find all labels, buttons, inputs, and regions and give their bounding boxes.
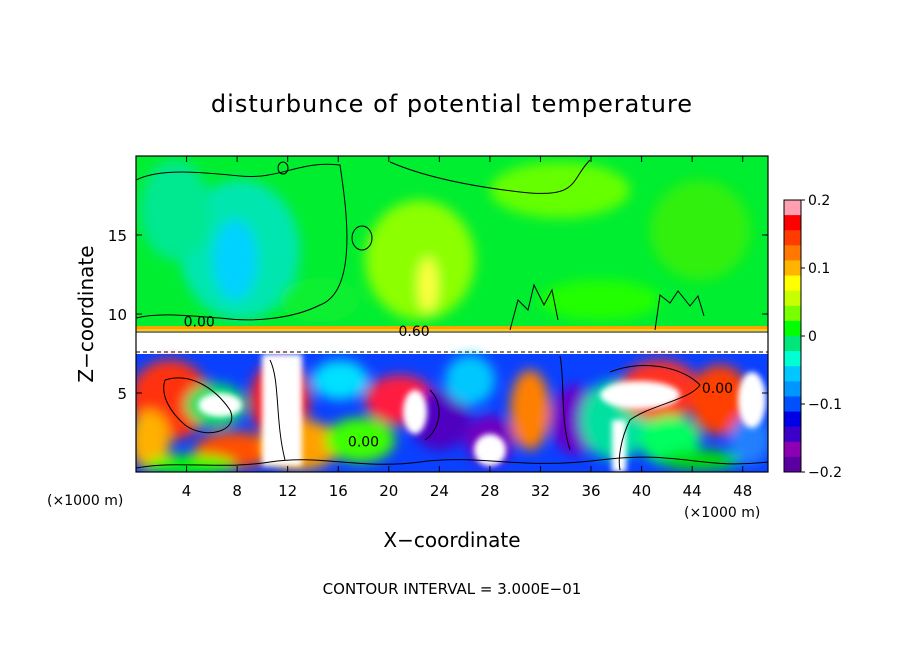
colorbar-swatch (784, 275, 801, 292)
colorbar-tick-label: 0.2 (808, 193, 830, 209)
x-tick-label: 44 (683, 482, 702, 500)
colorbar-tick-label: 0.1 (808, 261, 830, 277)
colorbar-tick-label: −0.1 (808, 397, 842, 413)
y-tick-label: 15 (108, 227, 127, 245)
temperature-field (136, 156, 768, 472)
colorbar-tick-label: 0 (808, 329, 817, 345)
colorbar-swatch (784, 245, 801, 261)
colorbar-swatch (784, 441, 801, 458)
colorbar-swatch (784, 381, 801, 397)
colorbar-swatch (784, 366, 801, 382)
y-axis-label: Z−coordinate (74, 245, 98, 382)
y-tick-label: 10 (108, 306, 127, 324)
chart-title: disturbunce of potential temperature (211, 90, 693, 118)
contour-label: 0.60 (398, 324, 429, 340)
contour-interval-note: CONTOUR INTERVAL = 3.000E−01 (323, 580, 582, 598)
x-tick-label: 20 (379, 482, 398, 500)
x-axis-unit-right: (×1000 m) (684, 505, 760, 521)
y-axis: 5 10 15 (108, 227, 768, 403)
x-tick-label: 12 (278, 482, 297, 500)
colorbar-swatch (784, 396, 801, 413)
contour-label: 0.00 (702, 381, 733, 397)
x-tick-label: 36 (581, 482, 600, 500)
x-axis-unit-left: (×1000 m) (47, 493, 123, 509)
colorbar-swatch (784, 305, 801, 322)
colorbar-swatch (784, 290, 801, 307)
x-tick-label: 40 (632, 482, 651, 500)
x-axis-label: X−coordinate (383, 528, 520, 552)
x-axis: 4 8 12 16 20 24 28 32 36 40 44 48 (182, 156, 752, 500)
contour-label: 0.00 (348, 435, 379, 451)
colorbar-swatch (784, 426, 801, 443)
colorbar-swatch (784, 411, 801, 428)
colorbar-swatch (784, 230, 801, 246)
colorbar-swatch (784, 260, 801, 277)
colorbar-swatch (784, 215, 801, 231)
x-tick-label: 16 (329, 482, 348, 500)
colorbar (784, 200, 801, 473)
x-tick-label: 28 (480, 482, 499, 500)
x-tick-label: 32 (531, 482, 550, 500)
x-tick-label: 48 (733, 482, 752, 500)
x-tick-label: 24 (430, 482, 449, 500)
colorbar-swatch (784, 456, 801, 473)
colorbar-ticks: 0.2 0.1 0 −0.1 −0.2 (801, 193, 842, 481)
colorbar-tick-label: −0.2 (808, 465, 842, 481)
colorbar-swatch (784, 351, 801, 367)
contour-labels: 0.00 0.60 0.00 0.00 (184, 315, 733, 451)
colorbar-swatch (784, 336, 801, 352)
y-tick-label: 5 (117, 385, 127, 403)
x-tick-label: 4 (182, 482, 192, 500)
colorbar-swatch (784, 200, 801, 216)
colorbar-swatch (784, 320, 801, 337)
x-tick-label: 8 (232, 482, 242, 500)
contour-label: 0.00 (184, 315, 215, 331)
